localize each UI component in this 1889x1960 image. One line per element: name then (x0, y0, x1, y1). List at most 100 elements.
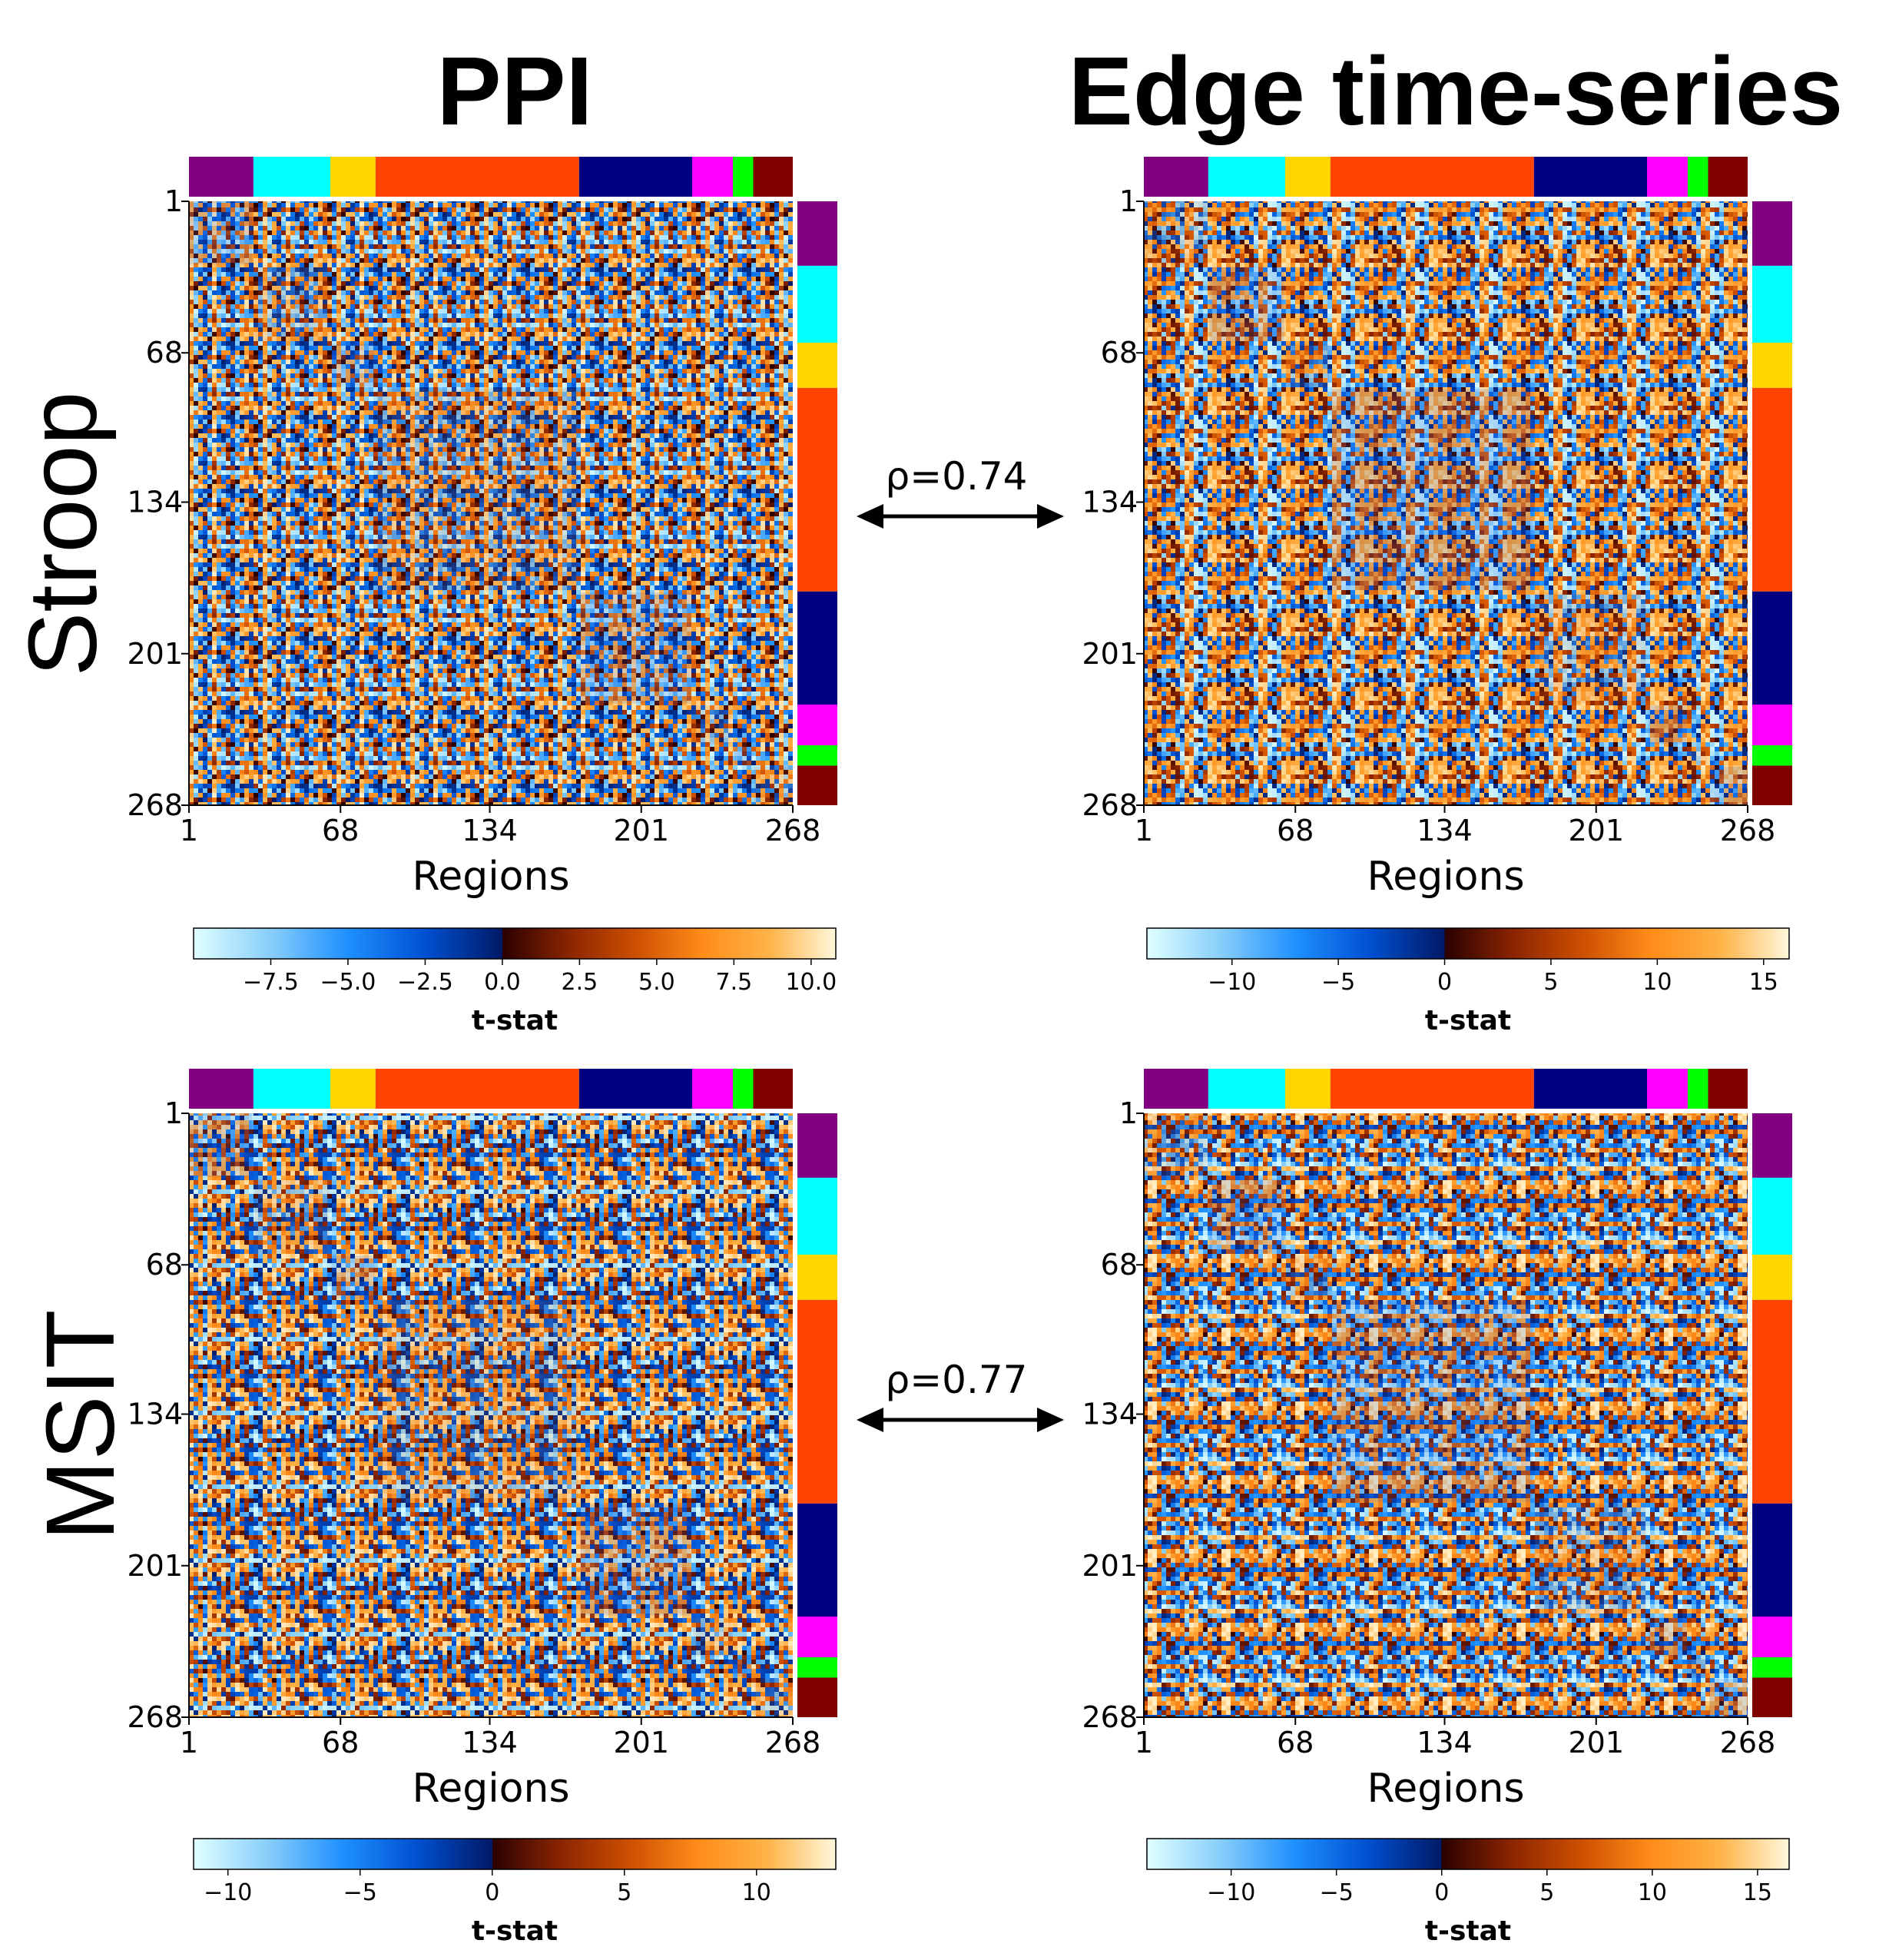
network-segment-top-3 (1330, 157, 1534, 197)
network-segment-top-0 (189, 157, 254, 197)
network-segment-top-2 (1284, 1069, 1331, 1109)
y-tick-label: 1 (164, 184, 183, 218)
y-tick-label: 268 (127, 788, 183, 822)
network-segment-top-2 (330, 1069, 376, 1109)
network-strip-right (1752, 1113, 1792, 1717)
network-segment-top-0 (189, 1069, 254, 1109)
colorbar-tick-label: 10 (1638, 1879, 1667, 1906)
network-segment-right-0 (1752, 1113, 1792, 1178)
heatmap-matrix (1144, 1113, 1748, 1717)
network-segment-right-3 (1752, 387, 1792, 592)
x-tick-label: 201 (1568, 814, 1624, 847)
heatmap-matrix (189, 201, 793, 805)
x-tick-label: 68 (1277, 814, 1314, 847)
x-tick-label: 1 (1135, 1726, 1153, 1759)
network-strip-right (797, 1113, 837, 1717)
network-segment-top-6 (732, 1069, 754, 1109)
x-tick-label: 201 (613, 814, 669, 847)
network-segment-right-2 (797, 342, 837, 388)
network-segment-top-5 (1647, 1069, 1688, 1109)
network-segment-right-1 (797, 1177, 837, 1255)
x-tick-label: 201 (1568, 1726, 1624, 1759)
x-axis-label: Regions (1367, 1766, 1524, 1812)
x-tick-label: 268 (765, 1726, 821, 1759)
colorbar-label: t-stat (472, 1915, 558, 1947)
x-tick-label: 1 (180, 814, 198, 847)
network-block-0 (189, 201, 253, 265)
colorbar-tick-label: −2.5 (397, 969, 453, 996)
colorbar: −7.5 −5.0 −2.5 0.0 2.5 5.0 7.5 10.0 t-stat (193, 927, 837, 1036)
arrowhead-right-stroop (1037, 504, 1064, 529)
network-segment-top-2 (330, 157, 376, 197)
network-block-5 (1648, 705, 1687, 745)
y-tick-label: 268 (127, 1700, 183, 1734)
arrowhead-right-msit (1037, 1408, 1064, 1432)
rho-label-stroop: ρ=0.74 (886, 454, 1028, 499)
colorbar-tick-label: −5 (1321, 969, 1355, 996)
colorbar-tick-label: 5.0 (638, 969, 675, 996)
x-tick-label: 268 (765, 814, 821, 847)
network-segment-right-4 (797, 591, 837, 705)
comparison-stroop: ρ=0.74 (857, 454, 1064, 529)
network-strip-right (1752, 201, 1792, 805)
network-segment-top-0 (1144, 157, 1208, 197)
network-strip-top (189, 1069, 793, 1109)
network-block-2 (331, 343, 375, 387)
colorbar-tick-label: −5 (343, 1879, 377, 1906)
network-segment-top-7 (753, 1069, 793, 1109)
x-tick-label: 1 (180, 1726, 198, 1759)
comparison-msit: ρ=0.77 (857, 1358, 1064, 1432)
network-block-7 (1708, 766, 1748, 805)
network-segment-right-7 (797, 1677, 837, 1717)
network-segment-right-1 (797, 265, 837, 343)
network-segment-top-2 (1284, 157, 1331, 197)
network-blocks (1144, 201, 1748, 805)
network-segment-right-7 (1752, 765, 1792, 805)
colorbar-tick-label: −10 (1207, 1879, 1255, 1906)
network-segment-right-2 (797, 1254, 837, 1300)
network-block-6 (734, 1658, 753, 1677)
network-block-6 (1689, 746, 1708, 765)
column-title-ppi: PPI (436, 37, 592, 145)
network-segment-right-6 (797, 745, 837, 766)
network-segment-top-7 (753, 157, 793, 197)
x-tick-label: 1 (1135, 814, 1153, 847)
network-segment-right-3 (797, 387, 837, 592)
network-block-3 (376, 389, 578, 591)
y-tick-label: 134 (127, 486, 183, 519)
row-title-msit: MSIT (26, 1310, 134, 1541)
colorbar-label: t-stat (472, 1005, 558, 1036)
network-block-2 (1286, 343, 1330, 387)
network-segment-top-1 (1208, 157, 1285, 197)
network-segment-top-7 (1708, 157, 1748, 197)
y-tick-label: 1 (164, 1096, 183, 1130)
network-block-7 (1708, 1678, 1748, 1717)
network-block-7 (754, 766, 793, 805)
network-block-2 (331, 1255, 375, 1299)
network-segment-right-0 (797, 201, 837, 266)
y-tick-label: 201 (127, 637, 183, 671)
colorbar-tick-label: 0 (485, 1879, 499, 1906)
network-segment-right-0 (797, 1113, 837, 1178)
network-segment-right-7 (797, 765, 837, 805)
network-segment-top-1 (1208, 1069, 1285, 1109)
network-block-0 (1144, 201, 1208, 265)
colorbar: −10 −5 0 5 10 t-stat (193, 1838, 837, 1947)
network-segment-right-6 (1752, 1657, 1792, 1678)
network-strip-top (1144, 157, 1748, 197)
colorbar-tick-label: 5 (617, 1879, 631, 1906)
row-title-stroop: Stroop (8, 391, 117, 676)
x-tick-label: 68 (322, 1726, 359, 1759)
colorbar-tick-label: 10 (742, 1879, 771, 1906)
network-block-5 (1648, 1617, 1687, 1657)
y-tick-label: 68 (1101, 1248, 1138, 1282)
colorbar-tick-label: 15 (1749, 969, 1778, 996)
network-segment-top-6 (1687, 157, 1708, 197)
colorbar-tick-label: 5 (1543, 969, 1558, 996)
network-segment-top-5 (692, 1069, 733, 1109)
colorbar-label: t-stat (1425, 1915, 1511, 1947)
network-segment-right-1 (1752, 265, 1792, 343)
network-block-5 (693, 705, 732, 745)
